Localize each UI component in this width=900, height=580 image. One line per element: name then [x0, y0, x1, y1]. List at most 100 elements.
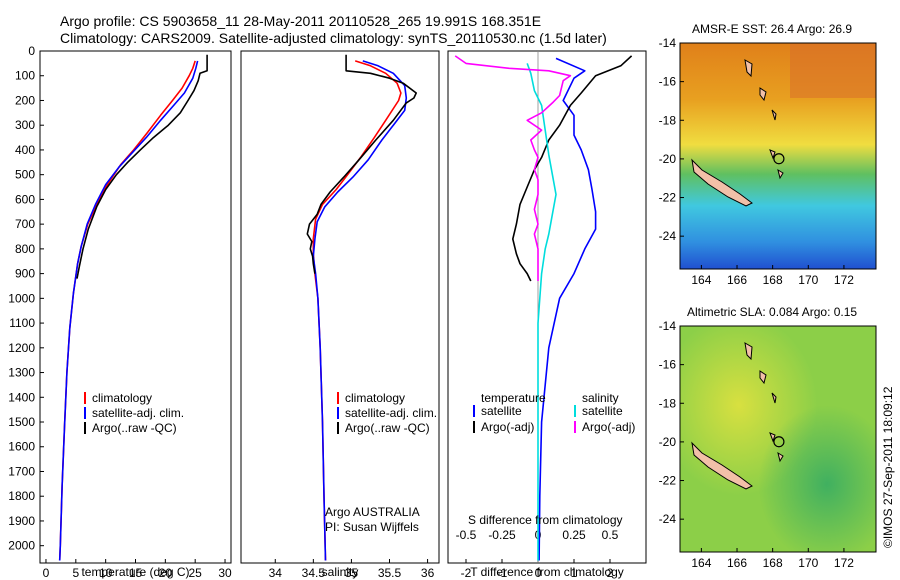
legend-label-temp-satellite: satellite: [481, 404, 522, 418]
x-tick-label: 0: [43, 566, 50, 580]
sst-map: AMSR-E SST: 26.4 Argo: 26.9 164 166 168 170…: [659, 22, 877, 287]
depth-tick-label: 0: [28, 44, 35, 58]
map-x-tick-label: 168: [763, 273, 783, 287]
map-x-tick-label: 170: [798, 556, 818, 570]
map-y-tick-label: -18: [659, 113, 677, 127]
s-difference-tick-label: 0.25: [562, 528, 586, 542]
map-x-tick-label: 172: [834, 556, 854, 570]
series-line: [76, 54, 208, 279]
argo-float-marker: [773, 436, 785, 448]
depth-tick-label: 700: [15, 217, 35, 231]
depth-tick-label: 2000: [8, 539, 35, 553]
x-tick-label: 30: [218, 566, 232, 580]
x-tick-label: 5: [72, 566, 79, 580]
depth-tick-label: 800: [15, 242, 35, 256]
depth-tick-label: 1400: [8, 390, 35, 404]
legend-label-sal-argo: Argo(-adj): [582, 420, 635, 434]
s-difference-tick-label: 0.5: [602, 528, 619, 542]
s-difference-tick-label: -0.5: [456, 528, 477, 542]
legend-title-temperature: temperature: [481, 391, 546, 405]
legend-label-argo: Argo(..raw -QC): [345, 421, 430, 435]
depth-tick-label: 1000: [8, 291, 35, 305]
x-tick-label: 1: [571, 566, 578, 580]
x-tick-label: 0: [535, 566, 542, 580]
x-tick-label: 15: [129, 566, 143, 580]
series-line: [312, 60, 408, 561]
map-x-tick-label: 172: [834, 273, 854, 287]
depth-tick-label: 300: [15, 118, 35, 132]
series-line: [306, 54, 417, 274]
series-line: [312, 60, 402, 561]
series-line: [538, 57, 597, 561]
map-y-tick-label: -20: [659, 435, 677, 449]
x-tick-label: 34.5: [302, 566, 326, 580]
map-y-tick-label: -16: [659, 75, 677, 89]
x-tick-label: 35.5: [378, 566, 402, 580]
depth-tick-label: 1600: [8, 440, 35, 454]
series-line: [511, 55, 633, 282]
map-x-tick-label: 166: [727, 273, 747, 287]
legend-title-salinity: salinity: [582, 391, 619, 405]
s-difference-tick-label: -0.25: [488, 528, 516, 542]
new-caledonia-landmass: [691, 158, 753, 207]
imos-timestamp: ©IMOS 27-Sep-2011 18:09:12: [881, 386, 895, 548]
depth-tick-label: 200: [15, 93, 35, 107]
salinity-chart: 34 34.5 35 35.5 36 salinity: [269, 54, 435, 580]
series-line: [58, 60, 199, 561]
sla-map: Altimetric SLA: 0.084 Argo: 0.15 164 166 1…: [659, 305, 877, 570]
difference-legend: temperature salinity satellite Argo(-adj…: [468, 391, 635, 527]
series-line: [58, 60, 196, 561]
map-y-tick-label: -20: [659, 152, 677, 166]
x-tick-label: -1: [497, 566, 508, 580]
legend-label-climatology: climatology: [345, 391, 405, 405]
legend-label-satellite: satellite-adj. clim.: [92, 406, 184, 420]
depth-tick-label: 1500: [8, 415, 35, 429]
sla-map-title: Altimetric SLA: 0.084 Argo: 0.15: [687, 305, 857, 319]
temperature-panel: [39, 50, 232, 564]
argo-annotation-2: PI: Susan Wijffels: [325, 520, 419, 534]
depth-axis: 0 100 200 300 400 500 600 700 800 900 1000 1100 1200…: [8, 44, 44, 553]
map-y-tick-label: -18: [659, 396, 677, 410]
map-x-tick-label: 164: [691, 273, 711, 287]
depth-tick-label: 600: [15, 192, 35, 206]
x-tick-label: 36: [421, 566, 435, 580]
map-y-tick-label: -24: [659, 512, 677, 526]
climatology-title: Climatology: CARS2009. Satellite-adjuste…: [60, 30, 607, 46]
map-x-tick-label: 164: [691, 556, 711, 570]
map-x-tick-label: 170: [798, 273, 818, 287]
argo-float-marker: [773, 153, 785, 165]
new-caledonia-landmass: [691, 441, 753, 490]
temperature-legend: climatology satellite-adj. clim. Argo(..…: [84, 391, 184, 435]
salinity-legend: climatology satellite-adj. clim. Argo(..…: [325, 391, 437, 534]
map-x-tick-label: 168: [763, 556, 783, 570]
depth-tick-label: 1900: [8, 514, 35, 528]
depth-tick-label: 1700: [8, 464, 35, 478]
argo-annotation-1: Argo AUSTRALIA: [325, 505, 420, 519]
sst-map-title: AMSR-E SST: 26.4 Argo: 26.9: [692, 22, 852, 36]
depth-tick-label: 100: [15, 69, 35, 83]
legend-label-climatology: climatology: [92, 391, 152, 405]
x-tick-label: 10: [99, 566, 113, 580]
sla-map-axes: 164 166 168 170 172 -14 -16 -18 -20 -22 -24: [659, 319, 855, 570]
salinity-panel: [240, 50, 440, 564]
x-tick-label: 35: [345, 566, 359, 580]
temperature-chart: 0 5 10 15 20 25 30 temperature (deg C): [43, 54, 232, 580]
x-tick-label: 2: [607, 566, 614, 580]
map-y-tick-label: -22: [659, 474, 677, 488]
depth-tick-label: 1200: [8, 341, 35, 355]
map-y-tick-label: -22: [659, 191, 677, 205]
map-y-tick-label: -24: [659, 229, 677, 243]
depth-tick-label: 1800: [8, 489, 35, 503]
depth-tick-label: 900: [15, 267, 35, 281]
profile-title: Argo profile: CS 5903658_11 28-May-2011 …: [60, 13, 542, 29]
series-line: [526, 63, 557, 561]
series-line: [454, 55, 572, 281]
x-tick-label: -2: [461, 566, 472, 580]
legend-label-argo: Argo(..raw -QC): [92, 421, 177, 435]
depth-tick-label: 500: [15, 168, 35, 182]
depth-tick-label: 1100: [9, 316, 35, 330]
depth-tick-label: 400: [15, 143, 35, 157]
x-tick-label: 25: [189, 566, 203, 580]
legend-label-temp-argo: Argo(-adj): [481, 420, 534, 434]
